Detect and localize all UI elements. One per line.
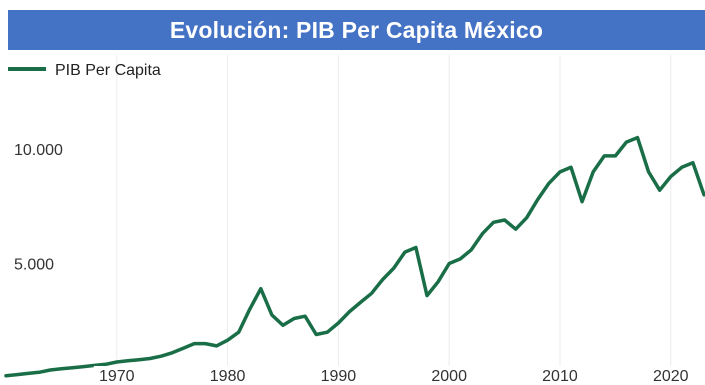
x-tick-label: 1990 bbox=[321, 368, 357, 385]
y-tick-label: 10.000 bbox=[14, 142, 63, 159]
legend-label: PIB Per Capita bbox=[55, 62, 161, 79]
x-tick-label-bg bbox=[647, 366, 694, 384]
x-axis-ticks: 1970 1980 1990 2000 2010 2020 bbox=[93, 366, 694, 385]
x-tick-label: 1980 bbox=[210, 368, 246, 385]
y-axis-ticks: 5.000 10.000 bbox=[14, 142, 63, 274]
x-tick-label: 2010 bbox=[542, 368, 578, 385]
x-tick-label-bg bbox=[315, 366, 362, 384]
x-tick-label-bg bbox=[536, 366, 583, 384]
chart-title: Evolución: PIB Per Capita México bbox=[169, 16, 544, 43]
x-tick-label: 2020 bbox=[653, 368, 689, 385]
grid-lines bbox=[116, 55, 672, 378]
legend: PIB Per Capita bbox=[8, 62, 161, 79]
x-tick-label-bg bbox=[204, 366, 251, 384]
x-tick-label: 1970 bbox=[99, 368, 135, 385]
x-tick-label-bg bbox=[93, 366, 140, 384]
x-tick-label-bg bbox=[426, 366, 473, 384]
y-tick-label: 5.000 bbox=[14, 257, 54, 274]
chart-title-bar: Evolución: PIB Per Capita México bbox=[8, 10, 705, 50]
x-tick-label: 2000 bbox=[431, 368, 467, 385]
series-line-0 bbox=[4, 135, 705, 378]
series-layer bbox=[4, 135, 705, 378]
